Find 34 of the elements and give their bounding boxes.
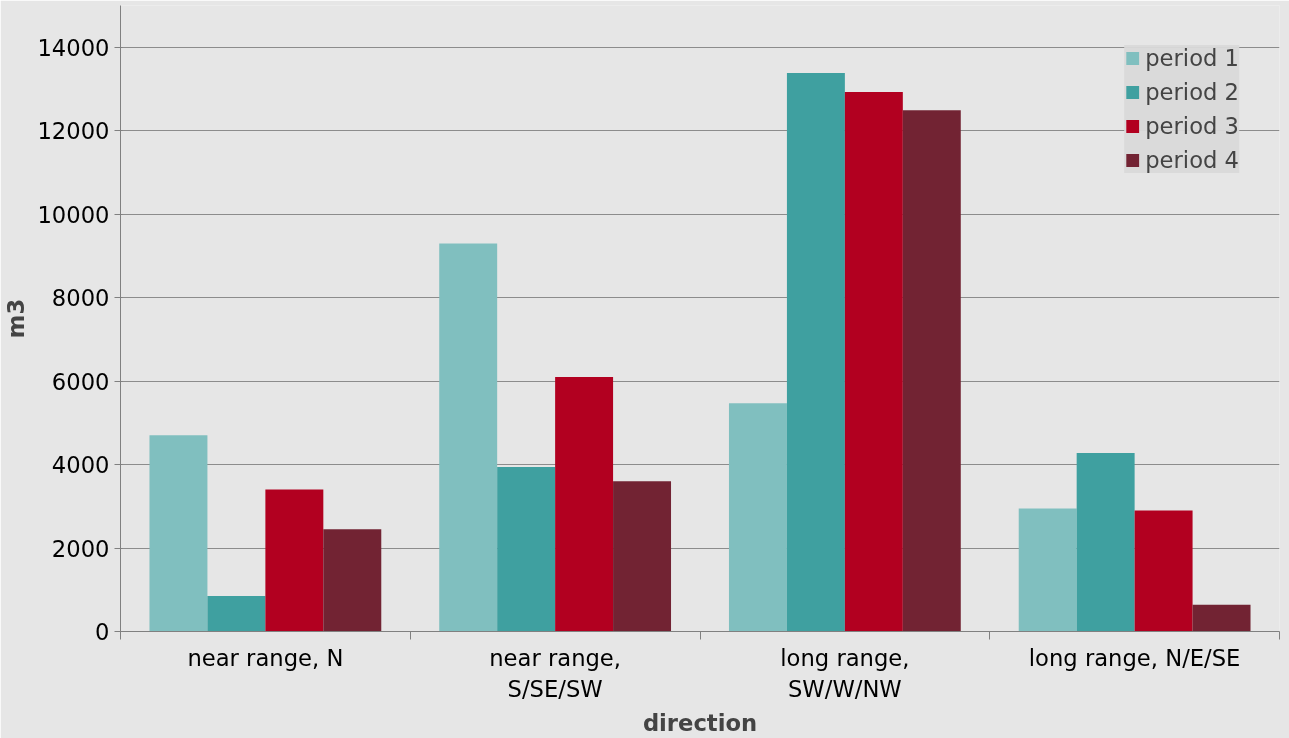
bar: [1192, 604, 1251, 632]
x-tick-label: long range, N/E/SE: [1028, 644, 1241, 671]
bar: [844, 91, 903, 632]
y-tick-label: 8000: [51, 285, 110, 312]
bar: [149, 435, 208, 632]
bar: [1134, 510, 1193, 632]
bar: [613, 481, 672, 632]
y-tick-label: 6000: [51, 368, 110, 395]
bar: [497, 467, 556, 632]
y-tick-label: 14000: [37, 34, 110, 61]
x-tick-label: near range, S/SE/SW: [489, 644, 622, 702]
bar: [323, 529, 382, 632]
bar: [728, 403, 787, 632]
bar: [555, 376, 614, 632]
bar: [265, 489, 324, 632]
bar: [207, 596, 266, 632]
legend-label: period 2: [1145, 79, 1239, 105]
y-tick-label: 2000: [51, 535, 110, 562]
y-tick-label: 4000: [51, 452, 110, 479]
x-tick-label: near range, N: [187, 644, 344, 671]
y-tick-label: 12000: [37, 118, 110, 145]
legend-label: period 1: [1145, 45, 1239, 71]
y-tick-label: 0: [95, 619, 110, 645]
x-axis-title: direction: [642, 709, 758, 736]
bar: [439, 243, 498, 632]
bar: [1018, 508, 1077, 632]
bar: [1076, 452, 1135, 632]
legend-label: period 3: [1145, 113, 1239, 139]
bar: [902, 110, 961, 632]
bar: [786, 73, 845, 632]
y-tick-label: 10000: [37, 201, 110, 228]
legend-label: period 4: [1145, 147, 1239, 173]
x-tick-label: long range, SW/W/NW: [780, 644, 910, 702]
y-axis-title: m3: [3, 298, 30, 339]
